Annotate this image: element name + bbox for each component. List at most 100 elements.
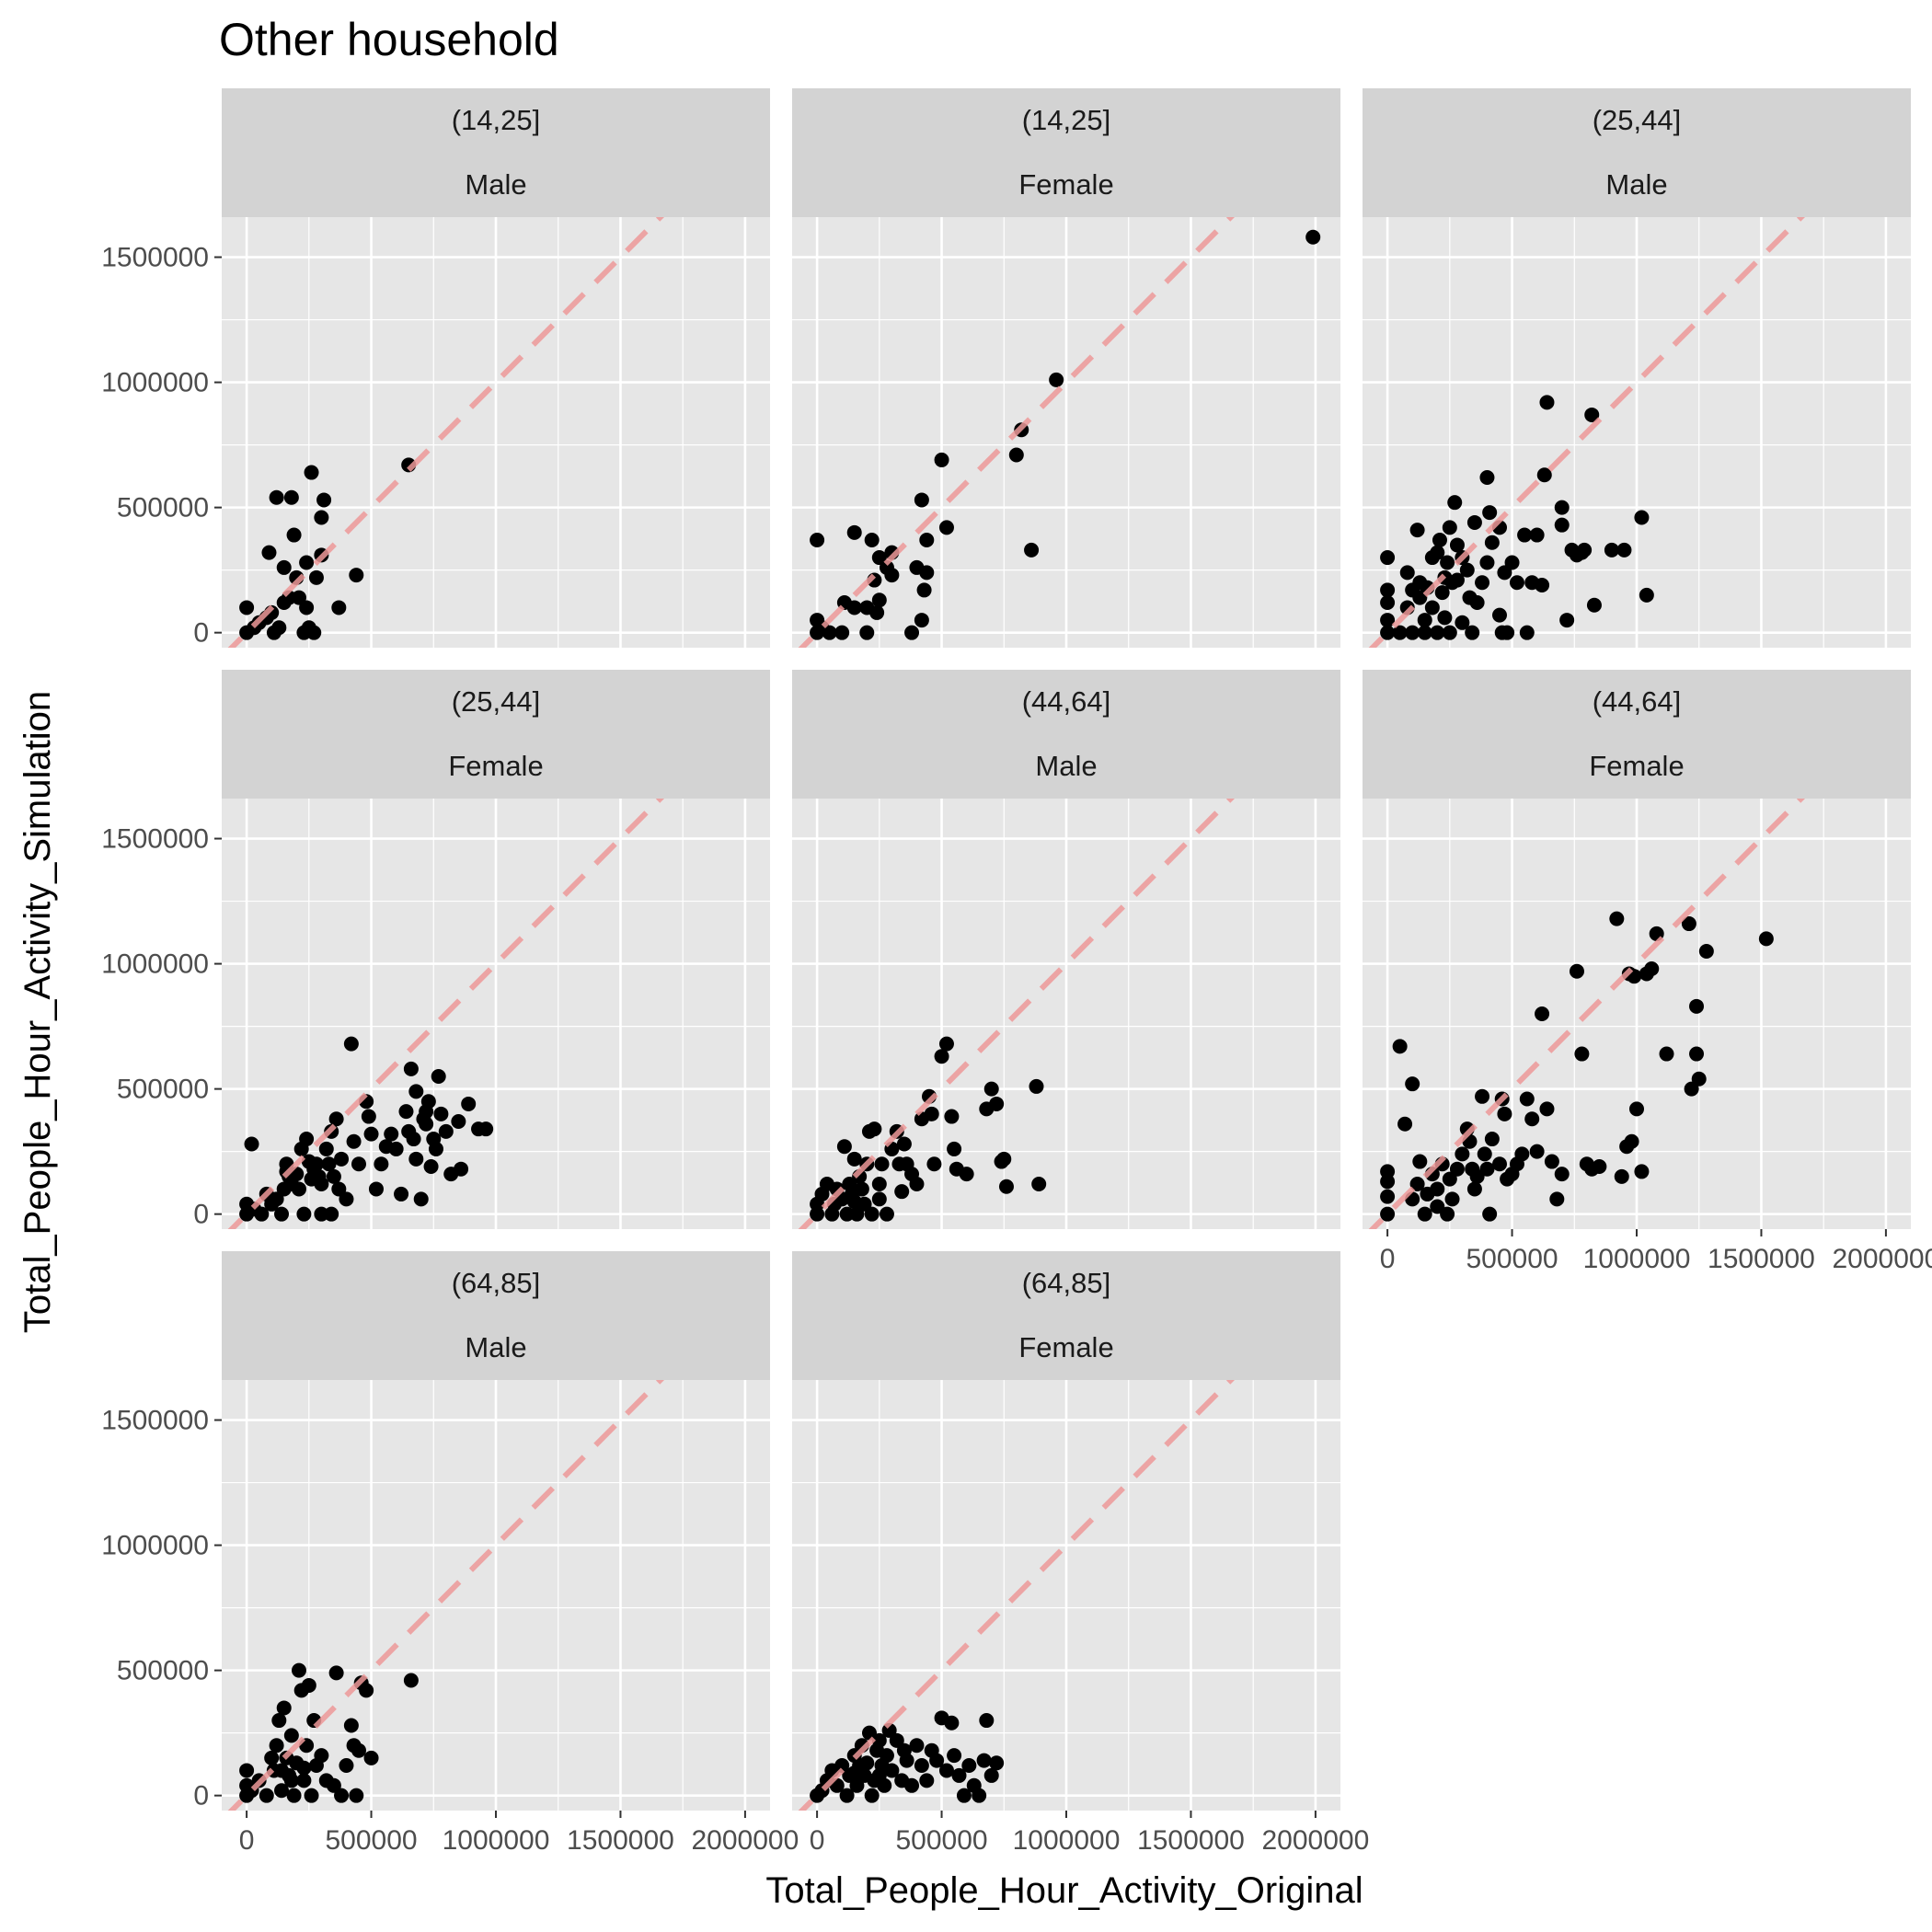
data-point bbox=[428, 1141, 443, 1156]
strip-sex-label: Male bbox=[465, 168, 526, 201]
x-tick-label: 0 bbox=[810, 1825, 825, 1856]
data-point bbox=[433, 1106, 449, 1121]
data-point bbox=[884, 568, 900, 583]
data-point bbox=[1049, 372, 1064, 387]
data-point bbox=[388, 1141, 404, 1156]
data-point bbox=[1475, 1088, 1490, 1104]
data-point bbox=[864, 533, 880, 547]
data-point bbox=[286, 1788, 302, 1803]
strip-sex-bg bbox=[222, 734, 770, 799]
data-point bbox=[1417, 613, 1432, 628]
data-point bbox=[1554, 1167, 1570, 1182]
x-tick-label: 2000000 bbox=[1833, 1244, 1932, 1274]
data-point bbox=[810, 533, 825, 547]
data-point bbox=[972, 1788, 987, 1803]
data-point bbox=[1447, 495, 1463, 511]
data-point bbox=[349, 568, 364, 583]
data-point bbox=[1397, 1116, 1413, 1132]
y-tick-label: 1000000 bbox=[101, 368, 209, 398]
data-point bbox=[871, 550, 887, 566]
data-point bbox=[1440, 555, 1455, 570]
data-point bbox=[299, 600, 315, 615]
strip-sex-bg bbox=[222, 153, 770, 217]
data-point bbox=[351, 1742, 366, 1758]
data-point bbox=[299, 555, 315, 570]
data-point bbox=[1392, 1039, 1408, 1054]
data-point bbox=[1484, 535, 1500, 550]
data-point bbox=[1475, 575, 1490, 591]
data-point bbox=[334, 1151, 350, 1167]
data-point bbox=[909, 1177, 925, 1192]
data-point bbox=[1409, 1177, 1425, 1192]
data-point bbox=[1614, 1168, 1629, 1184]
data-point bbox=[1624, 1133, 1639, 1149]
data-point bbox=[328, 1111, 344, 1127]
data-point bbox=[909, 1738, 925, 1754]
data-point bbox=[871, 592, 887, 608]
y-axis-title: Total_People_Hour_Activity_Simulation bbox=[17, 691, 58, 1333]
data-point bbox=[1417, 625, 1432, 640]
data-point bbox=[961, 1758, 977, 1774]
data-point bbox=[1380, 625, 1396, 640]
x-tick-label: 0 bbox=[1380, 1244, 1396, 1274]
data-point bbox=[871, 1191, 887, 1207]
data-point bbox=[1380, 1206, 1396, 1222]
x-tick-label: 1000000 bbox=[1583, 1244, 1691, 1274]
data-point bbox=[339, 1758, 354, 1774]
data-point bbox=[374, 1156, 389, 1172]
data-point bbox=[296, 1760, 312, 1776]
data-point bbox=[1586, 597, 1602, 613]
data-point bbox=[1029, 1078, 1044, 1094]
data-point bbox=[1469, 1168, 1485, 1184]
data-point bbox=[889, 1732, 904, 1748]
data-point bbox=[879, 1748, 894, 1764]
data-point bbox=[264, 1750, 280, 1765]
x-tick-label: 2000000 bbox=[1262, 1825, 1370, 1856]
data-point bbox=[1449, 572, 1465, 588]
strip-sex-label: Male bbox=[1605, 168, 1667, 201]
data-point bbox=[994, 1154, 1009, 1169]
strip-age-bg bbox=[222, 1251, 770, 1316]
y-tick-label: 1500000 bbox=[101, 1406, 209, 1436]
data-point bbox=[846, 600, 862, 615]
data-point bbox=[919, 565, 935, 581]
strip-age-bg bbox=[1363, 88, 1911, 153]
data-point bbox=[846, 1151, 862, 1167]
data-point bbox=[1549, 1191, 1565, 1207]
data-point bbox=[1659, 1046, 1674, 1062]
facet-panel: (44,64] Female 0 500000 1000000 1500000 200000… bbox=[1363, 670, 1932, 1274]
data-point bbox=[1574, 1046, 1590, 1062]
data-point bbox=[334, 1788, 350, 1803]
data-point bbox=[951, 1767, 967, 1783]
data-point bbox=[1008, 447, 1024, 463]
y-tick-label: 1000000 bbox=[101, 1531, 209, 1561]
data-point bbox=[854, 1181, 869, 1197]
data-point bbox=[408, 1084, 424, 1099]
data-point bbox=[1412, 575, 1428, 591]
facet-panel: (64,85] Female 0 500000 1000000 1500000 200000… bbox=[792, 1251, 1369, 1856]
data-point bbox=[318, 1141, 334, 1156]
data-point bbox=[1689, 1046, 1705, 1062]
data-point bbox=[989, 1755, 1005, 1771]
y-tick-label: 1500000 bbox=[101, 824, 209, 855]
strip-age-bg bbox=[222, 670, 770, 734]
data-point bbox=[1517, 527, 1533, 543]
data-point bbox=[1380, 550, 1396, 566]
data-point bbox=[1569, 963, 1584, 979]
data-point bbox=[461, 1096, 477, 1111]
strip-sex-label: Female bbox=[1589, 750, 1684, 782]
facet-panel: (14,25] Male 0 500000 1000000 1500000 bbox=[101, 88, 770, 649]
data-point bbox=[938, 1036, 954, 1052]
data-point bbox=[1442, 520, 1457, 535]
data-point bbox=[1409, 523, 1425, 538]
data-point bbox=[919, 533, 935, 547]
data-point bbox=[1305, 229, 1321, 245]
data-point bbox=[938, 520, 954, 535]
strip-sex-bg bbox=[792, 734, 1340, 799]
data-point bbox=[271, 1713, 287, 1729]
data-point bbox=[1399, 565, 1415, 581]
strip-age-label: (25,44] bbox=[1593, 104, 1682, 136]
data-point bbox=[296, 1206, 312, 1222]
y-tick-label: 1500000 bbox=[101, 243, 209, 273]
data-point bbox=[431, 1069, 446, 1085]
